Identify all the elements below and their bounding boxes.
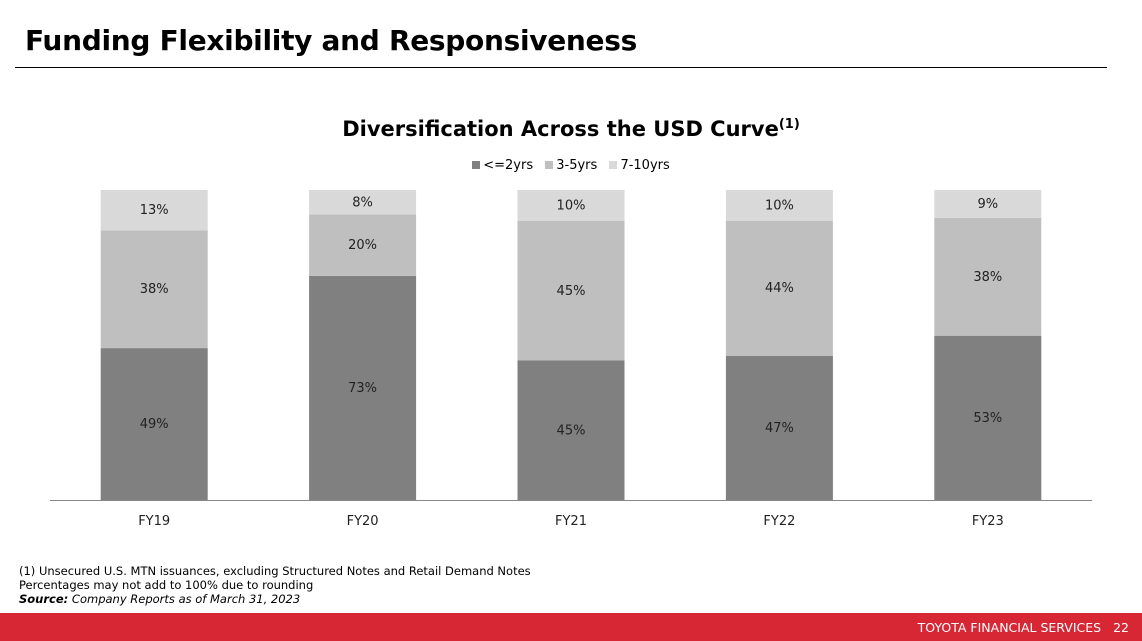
stacked-bar-chart: 49% 38% 13% FY19 73% 20% 8% FY20 45% 45% 10% FY21 47…	[50, 190, 1092, 529]
data-label: 38%	[140, 282, 169, 297]
footnotes: (1) Unsecured U.S. MTN issuances, exclud…	[19, 564, 531, 606]
bar-segment-fy20-s1	[309, 214, 417, 276]
legend-item-3to5yrs: 3-5yrs	[545, 158, 597, 173]
bar-segment-fy22-s2	[725, 190, 833, 221]
data-label: 45%	[557, 423, 586, 438]
data-label: 45%	[557, 284, 586, 299]
footnote-source: Source: Company Reports as of March 31, …	[19, 592, 531, 606]
chart-legend: <=2yrs 3-5yrs 7-10yrs	[0, 158, 1142, 173]
data-label: 10%	[557, 199, 586, 214]
bar-segment-fy21-s1	[517, 221, 625, 361]
footer-text: TOYOTA FINANCIAL SERVICES 22	[918, 620, 1129, 635]
x-tick-label: FY19	[138, 514, 170, 529]
data-label: 38%	[973, 270, 1002, 285]
chart-title: Diversification Across the USD Curve(1)	[0, 117, 1142, 141]
bar-segment-fy21-s0	[517, 360, 625, 500]
bar-segment-fy20-s2	[309, 190, 417, 215]
legend-swatch-3to5yrs	[545, 161, 554, 169]
title-divider	[15, 67, 1107, 68]
legend-label: 7-10yrs	[620, 158, 670, 173]
bar-segment-fy23-s1	[934, 217, 1042, 336]
footnote-rounding: Percentages may not add to 100% due to r…	[19, 578, 314, 592]
footer-bar: TOYOTA FINANCIAL SERVICES 22	[0, 613, 1142, 641]
data-label: 9%	[977, 197, 998, 212]
footnote-1: (1) Unsecured U.S. MTN issuances, exclud…	[19, 564, 531, 578]
legend-item-le2yrs: <=2yrs	[472, 158, 533, 173]
data-label: 44%	[765, 281, 794, 296]
legend-swatch-le2yrs	[472, 161, 481, 169]
source-label: Source:	[19, 592, 69, 606]
bar-segment-fy23-s2	[934, 190, 1042, 218]
legend-label: 3-5yrs	[556, 158, 598, 173]
bar-segment-fy22-s0	[725, 355, 833, 500]
data-label: 8%	[352, 195, 373, 210]
bar-segment-fy21-s2	[517, 190, 625, 221]
data-label: 73%	[348, 381, 377, 396]
page-number: 22	[1113, 620, 1129, 635]
footer-brand: TOYOTA FINANCIAL SERVICES	[917, 620, 1102, 635]
slide-title: Funding Flexibility and Responsiveness	[25, 24, 637, 57]
x-tick-label: FY20	[347, 514, 379, 529]
data-label: 49%	[140, 417, 169, 432]
source-text: Company Reports as of March 31, 2023	[68, 592, 301, 606]
data-label: 20%	[348, 238, 377, 253]
bar-segment-fy19-s2	[100, 190, 208, 231]
legend-swatch-7to10yrs	[609, 161, 618, 169]
x-tick-label: FY21	[555, 514, 587, 529]
legend-label: <=2yrs	[483, 158, 534, 173]
legend-item-7to10yrs: 7-10yrs	[609, 158, 670, 173]
data-label: 13%	[140, 203, 169, 218]
x-tick-label: FY22	[763, 514, 795, 529]
data-label: 10%	[765, 198, 794, 213]
bar-segment-fy19-s0	[100, 348, 208, 500]
chart-title-footnote-ref: (1)	[778, 117, 800, 132]
chart-title-text: Diversification Across the USD Curve	[342, 117, 779, 141]
bar-segment-fy22-s1	[725, 220, 833, 356]
data-label: 53%	[973, 411, 1002, 426]
data-label: 47%	[765, 421, 794, 436]
bar-segment-fy19-s1	[100, 230, 208, 349]
bar-segment-fy20-s0	[309, 275, 417, 500]
x-tick-label: FY23	[972, 514, 1004, 529]
bar-segment-fy23-s0	[934, 335, 1042, 500]
